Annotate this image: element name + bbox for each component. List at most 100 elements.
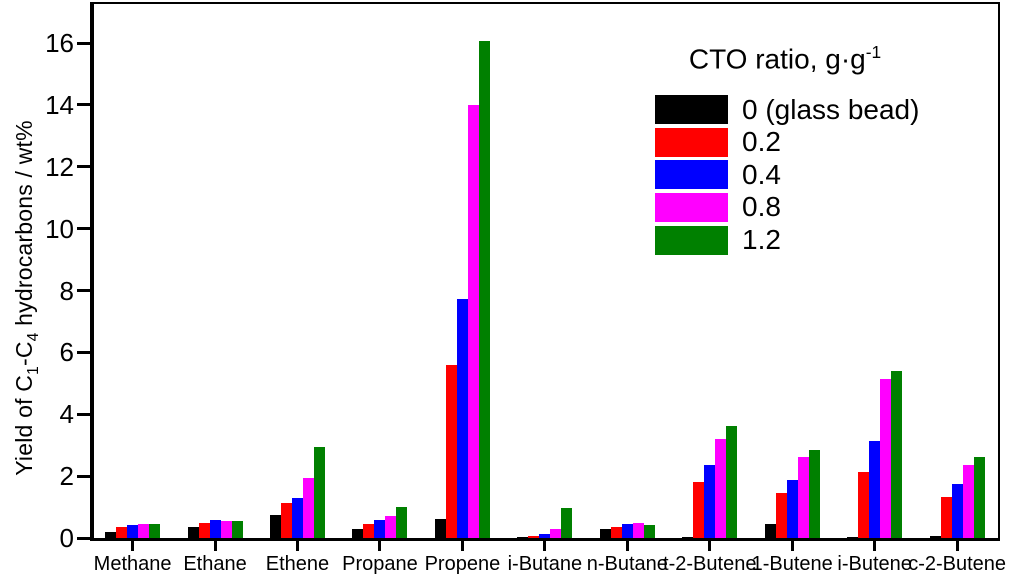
- x-category-label: t-2-Butene: [663, 553, 757, 575]
- bar-c-2-Butene: [962, 464, 974, 538]
- bar-Propene: [445, 365, 457, 538]
- legend-swatch: [655, 127, 728, 157]
- legend-item-label: 0 (glass bead): [742, 93, 920, 125]
- y-tick-label: 10: [45, 213, 74, 244]
- y-tick-label: 4: [59, 399, 74, 430]
- bar-Ethene: [280, 503, 292, 538]
- x-tick-mark: [955, 541, 959, 551]
- x-category-label: c-2-Butene: [908, 553, 1007, 575]
- x-tick-mark: [790, 541, 794, 551]
- bar-1-Butene: [775, 492, 787, 538]
- bar-i-Butene: [869, 440, 881, 538]
- legend-swatch: [655, 225, 728, 255]
- x-tick-mark: [378, 541, 382, 551]
- bar-Methane: [138, 524, 150, 538]
- bar-t-2-Butene: [682, 536, 694, 538]
- y-tick-mark: [77, 103, 90, 107]
- x-tick-mark: [708, 541, 712, 551]
- bar-Propane: [352, 529, 364, 538]
- y-tick-label: 14: [45, 89, 74, 120]
- bar-n-Butane: [621, 524, 633, 538]
- legend-item-label: 0.2: [742, 126, 781, 158]
- legend-item-label: 1.2: [742, 224, 781, 255]
- plot-area: [90, 2, 1000, 541]
- legend-swatch: [655, 95, 728, 125]
- bar-Ethane: [231, 521, 243, 538]
- bar-n-Butane: [632, 522, 644, 538]
- bar-1-Butene: [764, 523, 776, 538]
- x-category-label: 1-Butene: [751, 553, 833, 575]
- bar-i-Butane: [539, 534, 551, 538]
- bar-c-2-Butene: [951, 484, 963, 538]
- y-tick-mark: [77, 41, 90, 45]
- legend-item: 0.4: [655, 159, 955, 192]
- y-tick-label: 6: [59, 337, 74, 368]
- bar-1-Butene: [797, 456, 809, 538]
- bar-Ethane: [198, 522, 210, 538]
- bar-t-2-Butene: [693, 482, 705, 538]
- legend-swatch: [655, 192, 728, 222]
- x-tick-mark: [131, 541, 135, 551]
- bar-Propane: [374, 520, 386, 538]
- x-tick-mark: [873, 541, 877, 551]
- x-category-label: Ethane: [183, 553, 247, 575]
- y-tick-mark: [77, 227, 90, 231]
- bar-i-Butene: [880, 378, 892, 538]
- bar-Ethene: [291, 498, 303, 538]
- legend: CTO ratio, g·g-1 0 (glass bead) 0.2 0.4 0.8…: [655, 42, 955, 256]
- y-tick-mark: [77, 412, 90, 416]
- bar-n-Butane: [610, 526, 622, 538]
- legend-swatch: [655, 160, 728, 190]
- x-category-label: n-Butane: [586, 553, 668, 575]
- bar-Propane: [363, 523, 375, 538]
- y-tick-label: 8: [59, 275, 74, 306]
- y-tick-label: 16: [45, 28, 74, 58]
- bar-Propane: [385, 516, 397, 538]
- legend-item: 0.2: [655, 126, 955, 159]
- bar-i-Butene: [858, 472, 870, 538]
- bar-1-Butene: [786, 479, 798, 538]
- y-tick-mark: [77, 165, 90, 169]
- bar-Propane: [396, 507, 408, 538]
- x-tick-mark: [295, 541, 299, 551]
- bar-t-2-Butene: [726, 425, 738, 538]
- bar-i-Butane: [528, 536, 540, 538]
- legend-item: 0.8: [655, 191, 955, 224]
- bar-Ethane: [220, 520, 232, 538]
- bar-i-Butane: [517, 537, 529, 538]
- bar-c-2-Butene: [973, 457, 985, 538]
- bar-t-2-Butene: [704, 465, 716, 538]
- legend-items: 0 (glass bead) 0.2 0.4 0.8 1.2: [655, 93, 955, 256]
- y-tick-label: 0: [59, 523, 74, 553]
- bar-Methane: [105, 531, 117, 538]
- x-tick-mark: [625, 541, 629, 551]
- bar-Ethene: [302, 477, 314, 538]
- bar-Methane: [149, 523, 161, 538]
- y-tick-label: 12: [45, 151, 74, 182]
- bar-i-Butene: [847, 537, 859, 538]
- y-tick-mark: [77, 474, 90, 478]
- y-tick-mark: [77, 350, 90, 354]
- x-category-label: Propene: [424, 553, 501, 575]
- bar-t-2-Butene: [715, 438, 727, 538]
- bar-i-Butene: [891, 371, 903, 538]
- bar-Propene: [467, 104, 479, 538]
- bar-n-Butane: [643, 525, 655, 538]
- y-tick-mark: [77, 536, 90, 540]
- bar-Methane: [116, 527, 128, 538]
- bar-Methane: [127, 525, 139, 538]
- bar-Propene: [478, 41, 490, 538]
- legend-item: 1.2: [655, 224, 955, 257]
- bar-Ethene: [269, 514, 281, 538]
- legend-item: 0 (glass bead): [655, 93, 955, 126]
- x-category-label: Methane: [93, 553, 172, 575]
- bar-i-Butane: [561, 508, 573, 538]
- legend-item-label: 0.4: [742, 158, 781, 190]
- x-category-label: i-Butene: [837, 553, 912, 575]
- legend-item-label: 0.8: [742, 191, 781, 223]
- bar-Propene: [434, 519, 446, 538]
- x-tick-mark: [543, 541, 547, 551]
- bar-1-Butene: [808, 450, 820, 538]
- x-tick-mark: [213, 541, 217, 551]
